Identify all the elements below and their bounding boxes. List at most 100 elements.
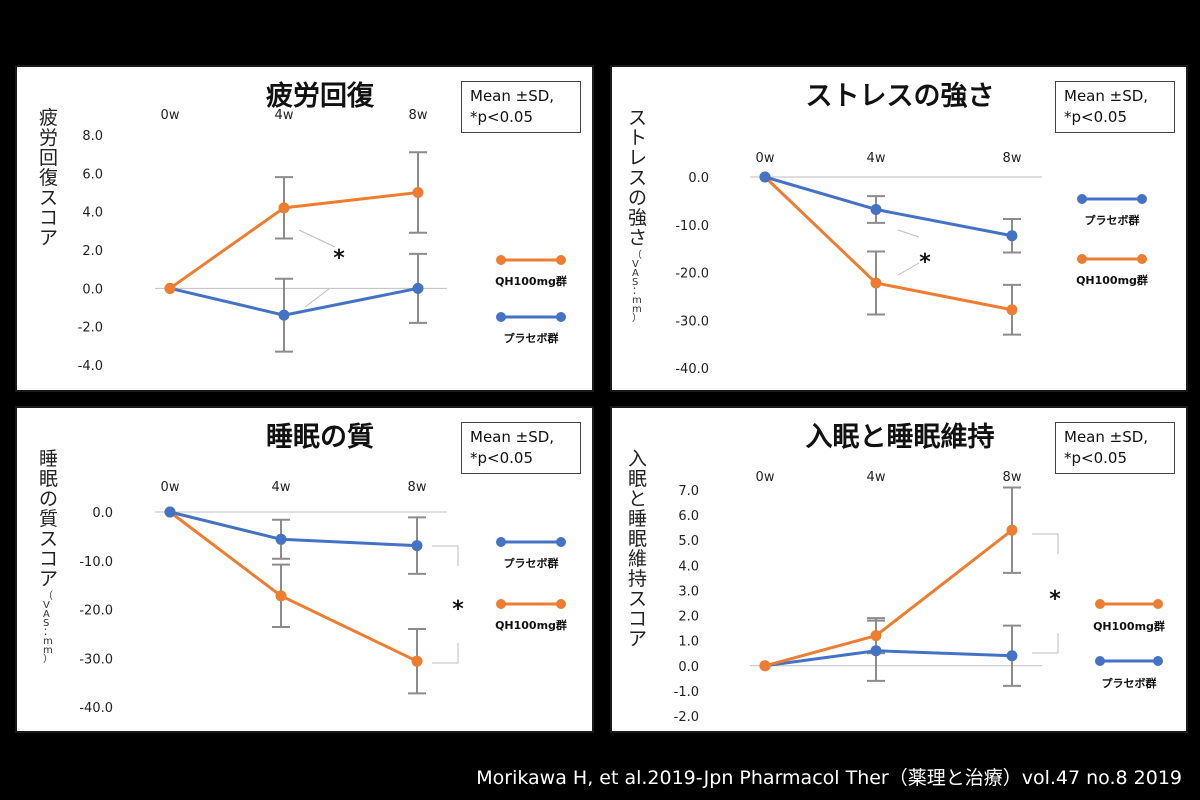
y-axis-label-char: コ xyxy=(628,608,647,630)
y-axis-unit-char: m xyxy=(43,636,53,647)
x-tick-label: 8w xyxy=(409,108,428,123)
data-point-qh100mg xyxy=(1006,304,1018,316)
y-axis-label-char: と xyxy=(628,488,647,510)
y-axis-unit-char: ） xyxy=(632,312,642,324)
y-axis-label-char: 維 xyxy=(628,548,647,570)
significance-star: * xyxy=(1049,587,1061,612)
data-point-placebo xyxy=(411,540,423,552)
y-axis-unit-char: V xyxy=(632,259,639,270)
y-tick-label: -10.0 xyxy=(79,555,113,570)
legend-marker-qh100mg xyxy=(496,255,506,265)
series-line-qh100mg xyxy=(764,528,1013,668)
significance-connector xyxy=(298,229,336,248)
legend-marker-qh100mg xyxy=(1095,599,1105,609)
x-tick-label: 4w xyxy=(867,470,886,485)
y-axis-label-char: ス xyxy=(628,588,647,610)
y-axis-label-char: ア xyxy=(39,227,58,249)
y-tick-label: 4.0 xyxy=(82,206,103,221)
y-axis-unit-char: m xyxy=(632,295,642,306)
y-tick-label: 1.0 xyxy=(678,635,699,650)
note-line-1: Mean ±SD, xyxy=(1064,428,1149,446)
y-axis-label-char: ス xyxy=(628,107,647,129)
y-tick-label: 3.0 xyxy=(678,584,699,599)
series-line-placebo xyxy=(169,286,419,317)
chart-sleep-quality: 睡眠の質睡眠の質スコア（VAS：mm）0.0-10.0-20.0-30.0-40… xyxy=(39,422,567,716)
stats-note: Mean ±SD, *p<0.05 xyxy=(461,81,581,133)
series-line-qh100mg xyxy=(169,191,419,290)
y-axis-label-char: の xyxy=(39,488,58,510)
y-tick-label: 4.0 xyxy=(678,559,699,574)
y-axis-label-char: 眠 xyxy=(628,468,647,490)
y-axis-label-char: ア xyxy=(628,628,647,650)
y-axis-label-char: ス xyxy=(39,187,58,209)
chart-sleep-onset-maintenance: 入眠と睡眠維持入眠と睡眠維持スコア7.06.05.04.03.02.01.00.… xyxy=(628,422,1165,725)
chart-title: 疲労回復 xyxy=(266,80,375,112)
legend-marker-placebo xyxy=(496,312,506,322)
legend-marker-qh100mg xyxy=(1153,599,1163,609)
y-tick-label: -40.0 xyxy=(79,701,113,716)
legend-marker-qh100mg xyxy=(496,599,506,609)
data-point-placebo xyxy=(164,506,176,518)
y-axis-label-char: ト xyxy=(628,127,647,149)
y-axis-label-char: 入 xyxy=(628,448,647,470)
legend-marker-placebo xyxy=(556,537,566,547)
y-axis-label-char: コ xyxy=(39,207,58,229)
legend-marker-placebo xyxy=(556,312,566,322)
stats-note: Mean ±SD, *p<0.05 xyxy=(1055,81,1175,133)
x-tick-label: 0w xyxy=(756,470,775,485)
chart-panel-fatigue-recovery: 疲労回復疲労回復スコア 8.0 6.0 4.0 2.0 0.0 -2.0 -4.0 0w 4w 8w… xyxy=(15,65,594,392)
y-axis-unit-char: （ xyxy=(43,590,53,602)
y-tick-label: -30.0 xyxy=(79,652,113,667)
y-axis-label-char: の xyxy=(628,187,647,209)
y-tick-label: 6.0 xyxy=(82,167,103,182)
note-line-2: *p<0.05 xyxy=(470,108,533,126)
y-axis-label-char: ス xyxy=(628,167,647,189)
x-tick-label: 0w xyxy=(161,108,180,123)
y-tick-label: 0.0 xyxy=(678,660,699,675)
series-line-qh100mg xyxy=(763,175,1013,312)
chart-panel-sleep-quality: 睡眠の質睡眠の質スコア（V A S： m m） 0.0 -10.0 -20.0 -30.0 -40… xyxy=(15,406,594,733)
data-point-qh100mg xyxy=(870,277,882,289)
x-tick-label: 4w xyxy=(275,108,294,123)
legend-label-placebo: プラセボ群 xyxy=(504,331,559,345)
note-line-2: *p<0.05 xyxy=(1064,449,1127,467)
y-axis-unit-char: S xyxy=(43,618,49,629)
data-point-qh100mg xyxy=(411,655,423,667)
y-axis-label-char: 睡 xyxy=(39,448,58,470)
legend-label-qh100mg: QH100mg群 xyxy=(1076,273,1148,287)
chart-panel-sleep-onset-maintenance: 入眠と睡眠維持入眠と睡眠維持スコア 7.0 6.0 5.0 4.0 3.0 2.0 1.0 0.… xyxy=(610,406,1188,733)
y-tick-label: 2.0 xyxy=(82,244,103,259)
y-axis-label-char: 眠 xyxy=(628,528,647,550)
y-axis-unit-char: A xyxy=(632,268,639,279)
series-line-placebo xyxy=(764,649,1013,668)
y-axis-label-char: さ xyxy=(628,227,647,249)
significance-connector xyxy=(304,288,330,308)
legend-marker-qh100mg xyxy=(556,599,566,609)
y-axis-unit-char: （ xyxy=(632,249,642,261)
y-tick-label: 2.0 xyxy=(678,610,699,625)
y-axis-unit-char: m xyxy=(43,645,53,656)
x-tick-label: 0w xyxy=(756,151,775,166)
y-axis-label-char: 強 xyxy=(628,207,647,229)
y-axis-unit-char: S xyxy=(632,277,638,288)
y-tick-label: -40.0 xyxy=(675,362,709,377)
data-point-qh100mg xyxy=(278,202,290,214)
y-axis-label-char: 持 xyxy=(628,568,647,590)
data-point-qh100mg xyxy=(759,660,771,672)
legend-marker-qh100mg xyxy=(1077,254,1087,264)
series-line-placebo xyxy=(764,175,1013,238)
chart-title: 睡眠の質 xyxy=(266,422,374,453)
data-point-placebo xyxy=(1006,230,1018,242)
x-tick-label: 0w xyxy=(161,480,180,495)
data-point-qh100mg xyxy=(870,630,882,642)
x-tick-label: 8w xyxy=(1003,470,1022,485)
y-tick-label: -4.0 xyxy=(78,359,103,374)
significance-bracket xyxy=(1032,633,1059,654)
data-point-placebo xyxy=(759,171,771,183)
y-tick-label: 5.0 xyxy=(678,534,699,549)
legend-marker-placebo xyxy=(1095,656,1105,666)
y-tick-label: -20.0 xyxy=(79,604,113,619)
y-axis-label-char: 労 xyxy=(39,127,58,149)
significance-connector xyxy=(897,262,920,276)
